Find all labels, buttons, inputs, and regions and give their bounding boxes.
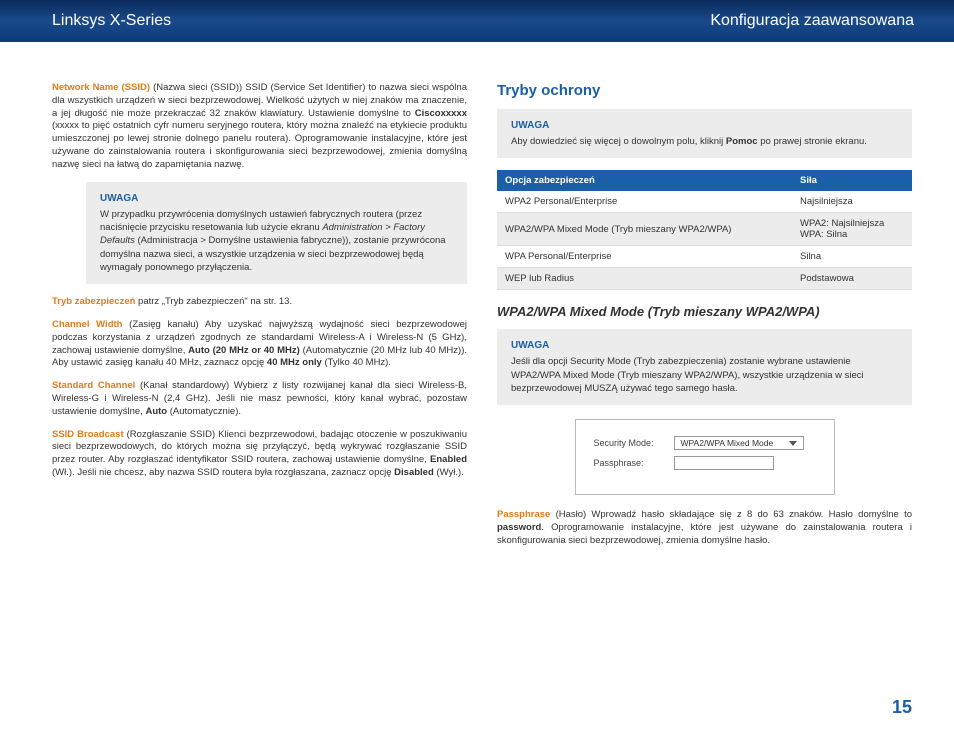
label-passphrase: Passphrase: [594, 458, 674, 468]
table-row: WEP lub Radius Podstawowa [497, 268, 912, 290]
note-title: UWAGA [511, 339, 898, 353]
paragraph-passphrase: Passphrase (Hasło) Wprowadź hasło składa… [497, 509, 912, 547]
term-channel-width: Channel Width [52, 319, 122, 330]
section-security-modes: Tryby ochrony [497, 82, 912, 99]
term-passphrase: Passphrase [497, 509, 550, 520]
input-passphrase[interactable] [674, 456, 774, 470]
left-column: Network Name (SSID) (Nazwa sieci (SSID))… [52, 82, 467, 558]
right-column: Tryby ochrony UWAGA Aby dowiedzieć się w… [497, 82, 912, 558]
term-standard-channel: Standard Channel [52, 380, 135, 391]
label-security-mode: Security Mode: [594, 438, 674, 448]
note-text: Aby dowiedzieć się więcej o dowolnym pol… [511, 135, 898, 148]
th-strength: Siła [792, 170, 912, 191]
paragraph-ssid-broadcast: SSID Broadcast (Rozgłaszanie SSID) Klien… [52, 429, 467, 480]
page-header: Linksys X-Series Konfiguracja zaawansowa… [0, 0, 954, 42]
note-text: W przypadku przywrócenia domyślnych usta… [100, 208, 453, 274]
section-wpa2-wpa-mixed: WPA2/WPA Mixed Mode (Tryb mieszany WPA2/… [497, 304, 912, 319]
table-row: WPA2/WPA Mixed Mode (Tryb mieszany WPA2/… [497, 213, 912, 246]
screenshot-row-security-mode: Security Mode: WPA2/WPA Mixed Mode [594, 436, 816, 450]
paragraph-ssid: Network Name (SSID) (Nazwa sieci (SSID))… [52, 82, 467, 172]
note-text: Jeśli dla opcji Security Mode (Tryb zabe… [511, 355, 898, 395]
note-title: UWAGA [100, 192, 453, 206]
select-security-mode[interactable]: WPA2/WPA Mixed Mode [674, 436, 804, 450]
table-row: WPA2 Personal/Enterprise Najsilniejsza [497, 191, 912, 213]
paragraph-security-mode: Tryb zabezpieczeń patrz „Tryb zabezpiecz… [52, 296, 467, 309]
note-help: UWAGA Aby dowiedzieć się więcej o dowoln… [497, 109, 912, 158]
header-left: Linksys X-Series [52, 12, 171, 30]
screenshot-row-passphrase: Passphrase: [594, 456, 816, 470]
note-title: UWAGA [511, 119, 898, 133]
page-content: Network Name (SSID) (Nazwa sieci (SSID))… [0, 42, 954, 558]
table-row: WPA Personal/Enterprise Silna [497, 246, 912, 268]
term-security: Tryb zabezpieczeń [52, 296, 135, 307]
paragraph-standard-channel: Standard Channel (Kanał standardowy) Wyb… [52, 380, 467, 418]
term-network-name: Network Name (SSID) [52, 82, 150, 93]
security-strength-table: Opcja zabezpieczeń Siła WPA2 Personal/En… [497, 170, 912, 290]
router-ui-screenshot: Security Mode: WPA2/WPA Mixed Mode Passp… [575, 419, 835, 495]
page-number: 15 [892, 697, 912, 718]
th-option: Opcja zabezpieczeń [497, 170, 792, 191]
note-same-password: UWAGA Jeśli dla opcji Security Mode (Try… [497, 329, 912, 405]
chevron-down-icon [789, 441, 797, 446]
term-ssid-broadcast: SSID Broadcast [52, 429, 124, 440]
paragraph-channel-width: Channel Width (Zasięg kanału) Aby uzyska… [52, 319, 467, 370]
header-right: Konfiguracja zaawansowana [710, 12, 914, 30]
note-factory-defaults: UWAGA W przypadku przywrócenia domyślnyc… [86, 182, 467, 284]
